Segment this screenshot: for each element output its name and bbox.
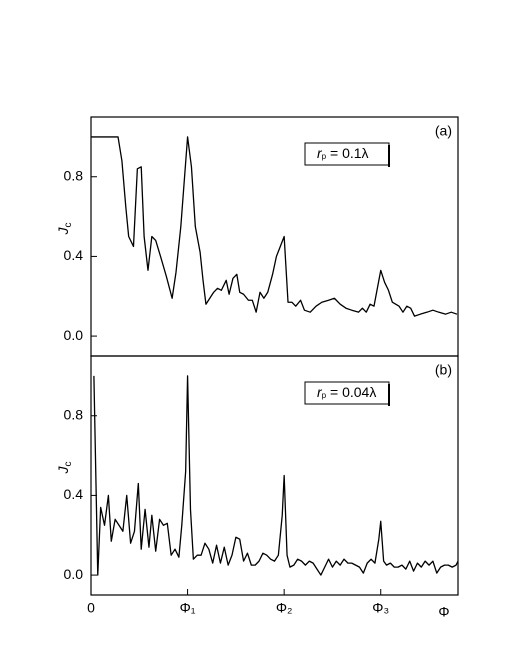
- annotation-main: r: [317, 145, 323, 161]
- y-axis-label: Jc: [55, 462, 74, 475]
- y-tick-label: 0.0: [64, 566, 84, 582]
- annotation: rp = 0.04λ: [317, 384, 376, 400]
- annotation-main: r: [317, 384, 323, 400]
- annotation-rest: = 0.1λ: [326, 145, 368, 161]
- panel-label: (a): [435, 123, 452, 139]
- y-tick-label: 0.4: [64, 247, 84, 263]
- annotation-sub: p: [322, 152, 327, 161]
- annotation-rest: = 0.04λ: [326, 384, 376, 400]
- y-tick-label: 0.4: [64, 486, 84, 502]
- x-tick-label: Φ₂: [276, 600, 293, 616]
- y-axis-label-main: J: [55, 466, 71, 475]
- annotation: rp = 0.1λ: [317, 145, 369, 161]
- y-tick-label: 0.8: [64, 406, 84, 422]
- x-tick-label: Φ₃: [372, 600, 389, 616]
- x-tick-label: Φ₁: [180, 600, 196, 616]
- x-tick-label: 0: [87, 600, 95, 616]
- data-line: [91, 136, 458, 317]
- plot-frame: [90, 116, 459, 357]
- data-line: [93, 375, 459, 576]
- y-axis-label: Jc: [55, 223, 74, 236]
- annotation-sub: p: [322, 391, 327, 400]
- y-tick-label: 0.0: [64, 327, 84, 343]
- y-axis-label-sub: c: [63, 462, 74, 467]
- y-axis-label-main: J: [55, 227, 71, 236]
- x-axis-label: Φ: [438, 604, 449, 620]
- y-tick-label: 0.8: [64, 167, 84, 183]
- y-axis-label-sub: c: [63, 223, 74, 228]
- plot-frame: [90, 355, 459, 596]
- panel-label: (b): [435, 362, 452, 378]
